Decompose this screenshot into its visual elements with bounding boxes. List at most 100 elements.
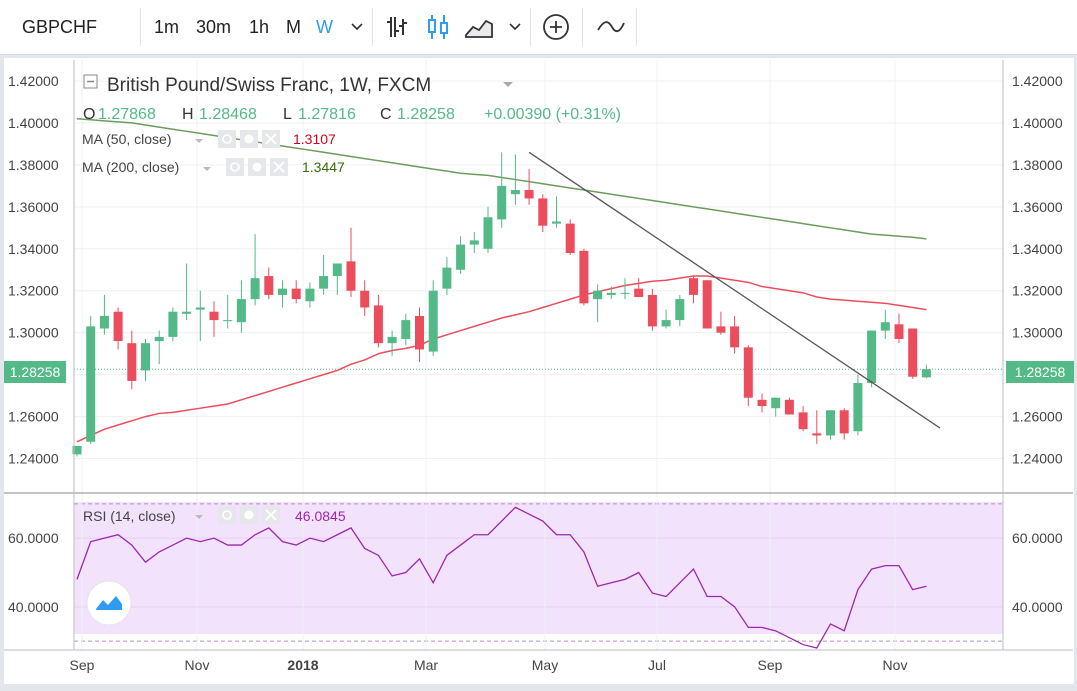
toolbar-divider <box>372 8 373 46</box>
ma50-value: 1.3107 <box>293 131 336 147</box>
price-tick-label-right: 1.24000 <box>1012 451 1063 467</box>
candle-body <box>921 369 931 378</box>
candle-body <box>236 299 246 323</box>
price-chart[interactable]: 1.42000 1.42000 1.40000 1.40000 1.38000 1.380… <box>0 56 1077 686</box>
candles-icon[interactable] <box>425 13 451 41</box>
chevron-down-icon[interactable] <box>203 167 211 171</box>
time-tick-label: Nov <box>883 657 908 673</box>
time-tick-label: May <box>532 657 558 673</box>
close-icon-glyph <box>265 133 277 145</box>
time-tick-label: 2018 <box>287 657 318 673</box>
candle-body <box>456 244 466 270</box>
eye-icon[interactable] <box>218 506 236 524</box>
candle-body <box>113 311 123 342</box>
candle-body <box>798 412 808 430</box>
symbol-label[interactable]: GBPCHF <box>22 17 98 37</box>
candle-body <box>702 280 712 329</box>
candle-body <box>757 399 767 407</box>
price-tick-label-right: 1.40000 <box>1012 115 1063 131</box>
candle-body <box>497 185 507 220</box>
candle-body <box>483 217 493 249</box>
candle-body <box>606 292 616 295</box>
toolbar-divider <box>636 8 637 46</box>
price-tick-label-left: 1.34000 <box>8 241 59 257</box>
chart-area[interactable]: 1.42000 1.42000 1.40000 1.40000 1.38000 1.380… <box>0 56 1077 686</box>
price-tick-label-right: 1.26000 <box>1012 409 1063 425</box>
gear-icon-glyph <box>252 162 262 172</box>
interval-week-button[interactable]: W <box>316 17 333 37</box>
line-compare-icon[interactable] <box>596 18 626 36</box>
toolbar-divider <box>140 8 141 46</box>
candle-body <box>579 250 589 304</box>
candle-body <box>168 311 178 337</box>
eye-icon[interactable] <box>226 158 244 176</box>
price-tick-label-right: 1.34000 <box>1012 241 1063 257</box>
chevron-down-icon[interactable] <box>503 82 513 87</box>
rsi-value: 46.0845 <box>295 508 346 524</box>
candle-body <box>880 322 890 331</box>
time-tick-label: Mar <box>414 657 438 673</box>
chevron-down-icon[interactable] <box>195 139 203 143</box>
candle-body <box>195 307 205 310</box>
price-tick-label-left: 1.38000 <box>8 157 59 173</box>
gear-icon-glyph <box>244 134 254 144</box>
candle-body <box>661 320 671 327</box>
interval-1m-button[interactable]: 1m <box>154 17 180 37</box>
bar-chart-icon[interactable] <box>384 14 410 40</box>
last-price-text-left: 1.28258 <box>10 364 61 380</box>
symbol-title: British Pound/Swiss Franc, 1W, FXCM <box>107 75 431 96</box>
candle-body <box>620 292 630 294</box>
candle-body <box>141 343 150 371</box>
interval-1h-button[interactable]: 1h <box>249 17 270 37</box>
rsi-band <box>74 502 1003 634</box>
candle-body <box>127 343 137 381</box>
eye-icon[interactable] <box>218 130 236 148</box>
candle-body <box>812 433 822 436</box>
candle-body <box>428 290 438 352</box>
candle-body <box>634 288 644 298</box>
chevron-down-icon[interactable] <box>350 20 364 34</box>
close-icon-glyph <box>265 509 277 521</box>
ohlc-close-label: C <box>380 106 392 123</box>
tradingview-logo-icon[interactable] <box>86 580 132 626</box>
candle-body <box>689 278 698 295</box>
price-tick-label-left: 1.36000 <box>8 199 59 215</box>
candle-body <box>730 326 740 348</box>
candle-body <box>469 240 479 245</box>
add-indicator-icon[interactable] <box>542 13 570 41</box>
chevron-down-icon[interactable] <box>508 20 522 34</box>
candle-body <box>291 288 301 300</box>
chevron-down-icon[interactable] <box>195 515 203 519</box>
area-chart-icon[interactable] <box>464 15 494 39</box>
candle-body <box>867 330 877 384</box>
eye-icon-glyph <box>222 134 232 144</box>
interval-month-button[interactable]: M <box>286 17 301 37</box>
candle-body <box>360 290 370 308</box>
candle-body <box>223 320 233 322</box>
rsi-tick-label-right: 40.0000 <box>1012 599 1063 615</box>
ohlc-open-label: O <box>83 106 95 123</box>
rsi-label: RSI (14, close) <box>83 508 176 524</box>
ma200-label: MA (200, close) <box>82 159 179 175</box>
candle-body <box>182 311 192 314</box>
candle-body <box>332 263 342 277</box>
ohlc-close-value: 1.28258 <box>397 106 455 123</box>
candle-body <box>538 198 548 226</box>
candle-body <box>278 288 287 295</box>
price-tick-label-right: 1.36000 <box>1012 199 1063 215</box>
time-tick-label: Jul <box>648 657 666 673</box>
candle-body <box>839 410 849 434</box>
price-tick-label-left: 1.42000 <box>8 73 59 89</box>
candle-body <box>209 311 219 321</box>
candle-body <box>675 299 685 321</box>
candle-body <box>319 276 329 289</box>
candle-body <box>86 326 96 442</box>
logo-glyph <box>96 596 122 610</box>
rsi-tick-label-right: 60.0000 <box>1012 530 1063 546</box>
close-icon-glyph <box>273 161 285 173</box>
candle-body <box>99 315 109 329</box>
toolbar-divider <box>582 8 583 46</box>
candle-body <box>373 305 383 344</box>
interval-30m-button[interactable]: 30m <box>196 17 232 37</box>
toolbar-divider <box>530 8 531 46</box>
